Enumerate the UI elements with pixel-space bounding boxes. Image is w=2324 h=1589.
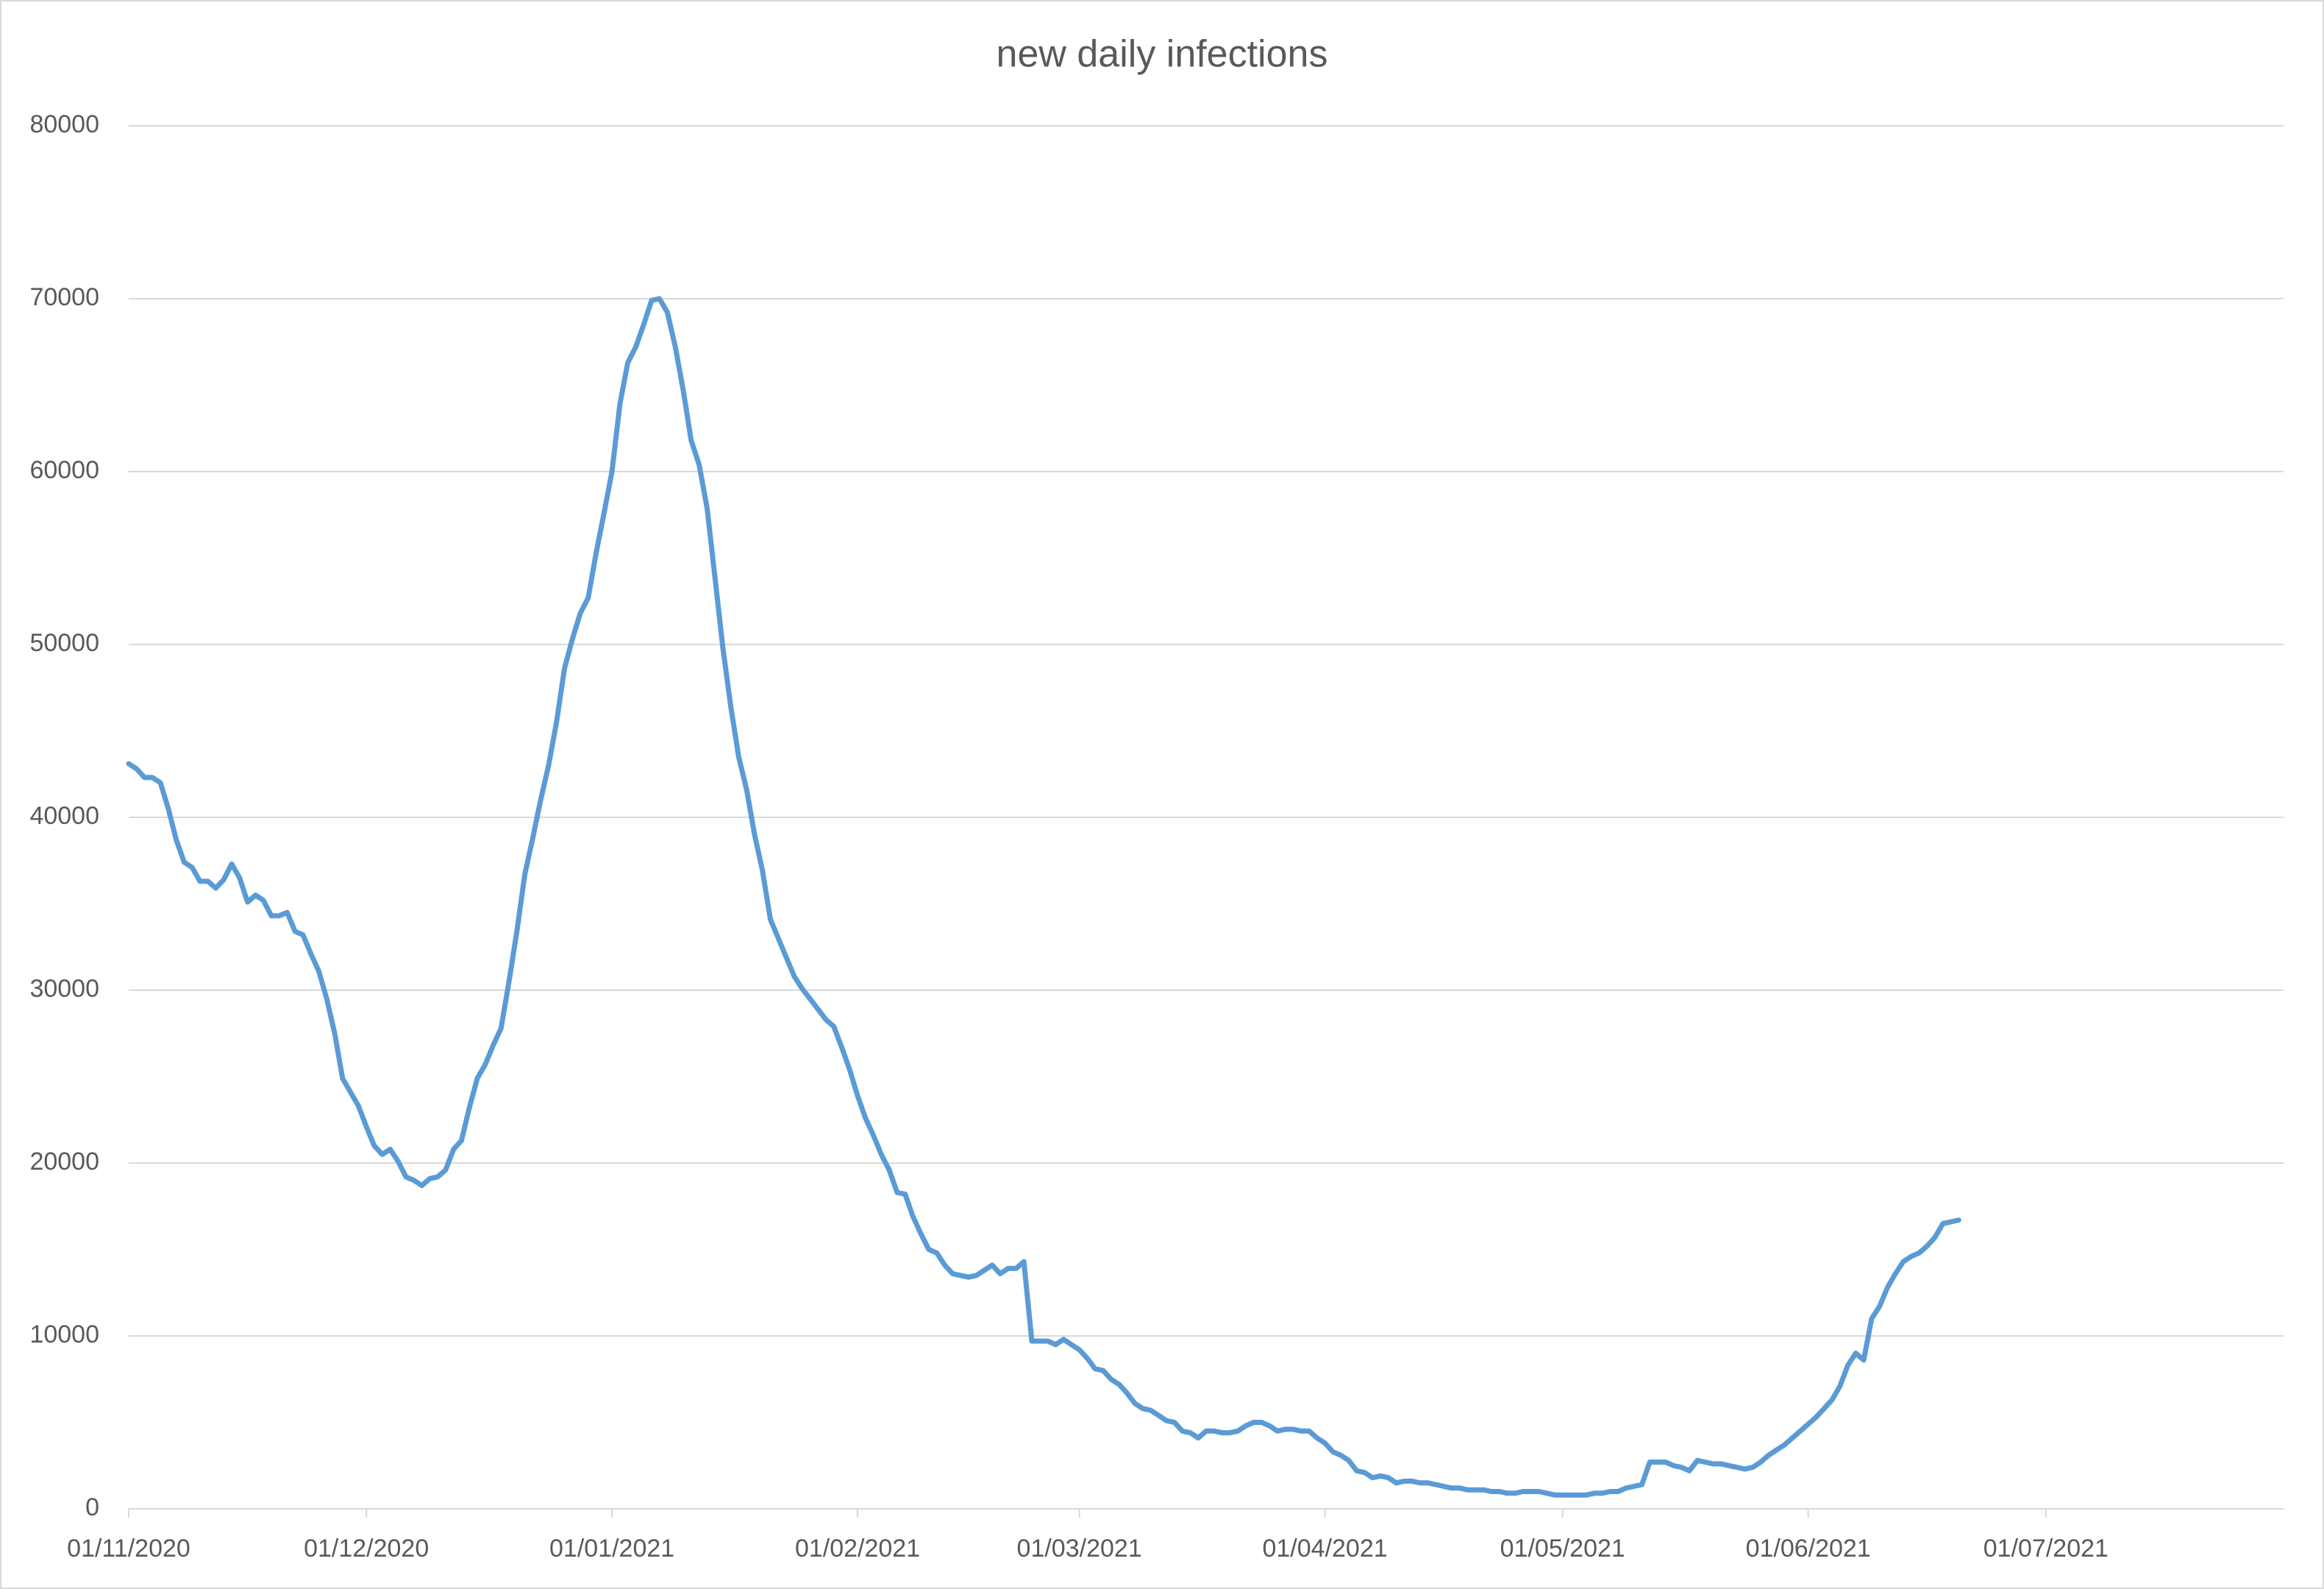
y-tick-label: 0 [85, 1493, 99, 1521]
y-tick-label: 40000 [29, 802, 99, 830]
x-tick-label: 01/03/2021 [1017, 1535, 1142, 1563]
y-tick-label: 50000 [29, 629, 99, 657]
y-tick-label: 60000 [29, 456, 99, 484]
y-tick-label: 10000 [29, 1320, 99, 1348]
y-tick-label: 30000 [29, 975, 99, 1003]
y-tick-label: 80000 [29, 110, 99, 138]
data-line [126, 296, 1961, 1498]
x-tick-label: 01/01/2021 [549, 1535, 674, 1563]
x-tick-label: 01/07/2021 [1983, 1535, 2109, 1563]
y-tick-label: 70000 [29, 283, 99, 311]
x-tick-label: 01/12/2020 [304, 1535, 429, 1563]
x-tick-label: 01/11/2020 [67, 1535, 190, 1563]
x-tick-label: 01/06/2021 [1746, 1535, 1871, 1563]
chart-title: new daily infections [997, 33, 1328, 76]
x-tick-label: 01/02/2021 [795, 1535, 920, 1563]
y-tick-label: 20000 [29, 1148, 99, 1176]
x-tick-label: 01/04/2021 [1262, 1535, 1387, 1563]
x-tick-label: 01/05/2021 [1500, 1535, 1625, 1563]
